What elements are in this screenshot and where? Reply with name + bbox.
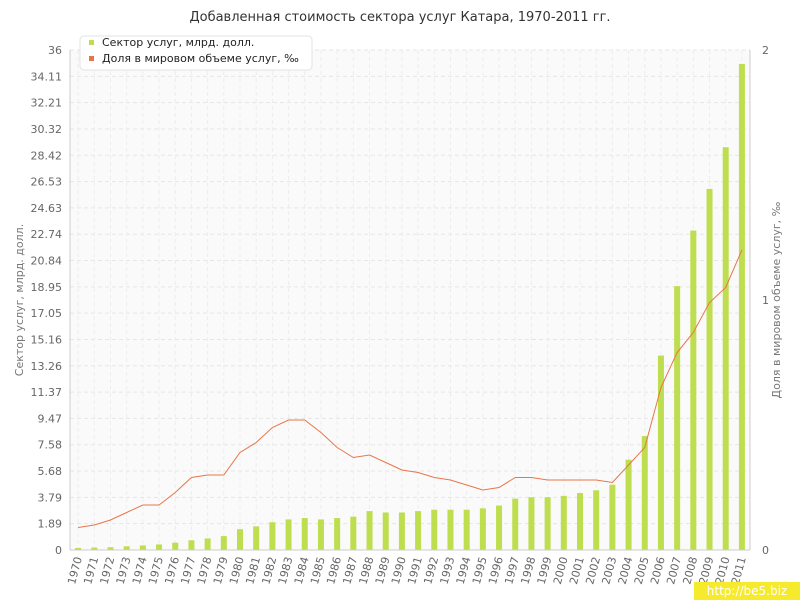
y-tick-label: 7.58: [38, 439, 63, 452]
y-tick-label: 22.74: [31, 228, 63, 241]
bar[interactable]: [447, 509, 454, 550]
y-tick-label: 32.21: [31, 97, 63, 110]
bar[interactable]: [285, 519, 292, 550]
bar[interactable]: [706, 188, 713, 550]
y-tick-label: 11.37: [31, 386, 63, 399]
bar-series[interactable]: [75, 63, 745, 551]
y-tick-label: 5.68: [38, 465, 63, 478]
bar[interactable]: [690, 230, 697, 551]
bar[interactable]: [317, 519, 324, 550]
bar[interactable]: [75, 547, 82, 550]
bar[interactable]: [382, 512, 389, 551]
plot-area: [70, 50, 750, 550]
legend-box: [79, 35, 313, 71]
bar[interactable]: [593, 490, 600, 550]
bar[interactable]: [738, 63, 745, 551]
line-series[interactable]: [78, 249, 743, 528]
bar[interactable]: [657, 355, 664, 550]
legend-label-line[interactable]: Доля в мировом объеме услуг, ‰: [102, 52, 299, 65]
y-tick-label: 15.16: [31, 333, 63, 346]
bar[interactable]: [577, 493, 583, 550]
legend-label-bars[interactable]: Сектор услуг, млрд. долл.: [102, 36, 254, 49]
bar[interactable]: [496, 505, 503, 550]
bar[interactable]: [253, 526, 260, 550]
bar[interactable]: [107, 547, 114, 550]
y-tick-label: 9.47: [38, 412, 63, 425]
bar[interactable]: [237, 529, 243, 550]
x-axis-ticks: 1970197119721973197419751976197719781979…: [65, 555, 749, 585]
y-tick-label: 20.84: [31, 255, 63, 268]
y-axis-right-ticks: 0 1 2: [762, 44, 769, 557]
bar[interactable]: [350, 516, 357, 550]
bar[interactable]: [560, 495, 567, 550]
bar[interactable]: [156, 544, 163, 550]
y-axis-right-title: Доля в мировом объеме услуг, ‰: [770, 201, 783, 398]
chart-title: Добавленная стоимость сектора услуг Ката…: [189, 10, 610, 25]
bar[interactable]: [204, 538, 211, 550]
bar[interactable]: [479, 508, 486, 550]
bar[interactable]: [220, 536, 227, 550]
bar[interactable]: [172, 542, 179, 550]
y-tick-label: 3.79: [38, 491, 63, 504]
bar[interactable]: [722, 147, 729, 550]
bar[interactable]: [641, 436, 648, 550]
bar[interactable]: [123, 546, 130, 550]
bar[interactable]: [139, 545, 146, 550]
y-tick-label: 28.42: [31, 149, 63, 162]
bar[interactable]: [415, 511, 422, 550]
bar[interactable]: [366, 511, 373, 550]
bar[interactable]: [334, 518, 341, 550]
bar[interactable]: [431, 509, 438, 550]
bar[interactable]: [512, 498, 519, 550]
bar[interactable]: [625, 459, 632, 550]
bar[interactable]: [301, 518, 308, 550]
y-axis-title: Сектор услуг, млрд. долл.: [13, 224, 26, 376]
bar[interactable]: [398, 512, 405, 551]
y-tick-label: 18.95: [31, 281, 63, 294]
bar[interactable]: [544, 497, 551, 550]
bar[interactable]: [528, 497, 535, 550]
watermark[interactable]: http://be5.biz: [694, 582, 800, 600]
y-right-tick-label: 0: [762, 544, 769, 557]
y-tick-label: 0: [55, 544, 62, 557]
bar[interactable]: [609, 484, 616, 550]
y-tick-label: 24.63: [31, 202, 63, 215]
legend-swatch-bars: [89, 40, 94, 45]
bar[interactable]: [674, 286, 681, 550]
y-tick-label: 36: [48, 44, 62, 57]
y-right-tick-label: 1: [762, 294, 769, 307]
bar[interactable]: [91, 547, 98, 551]
y-tick-label: 17.05: [31, 307, 63, 320]
y-tick-label: 1.89: [38, 518, 63, 531]
bar[interactable]: [463, 509, 470, 550]
bar[interactable]: [188, 540, 195, 550]
y-tick-label: 13.26: [31, 360, 63, 373]
y-right-tick-label: 2: [762, 44, 769, 57]
y-tick-label: 34.11: [31, 70, 63, 83]
bar[interactable]: [269, 522, 276, 550]
y-axis-ticks: 0 1.89 3.79 5.68 7.58 9.47 11.37 13.26 15.16 17.0…: [31, 44, 63, 557]
legend[interactable]: Сектор услуг, млрд. долл. Доля в мировом…: [79, 35, 313, 71]
y-tick-label: 30.32: [31, 123, 63, 136]
legend-swatch-line: [89, 56, 94, 61]
y-tick-label: 26.53: [31, 176, 63, 189]
